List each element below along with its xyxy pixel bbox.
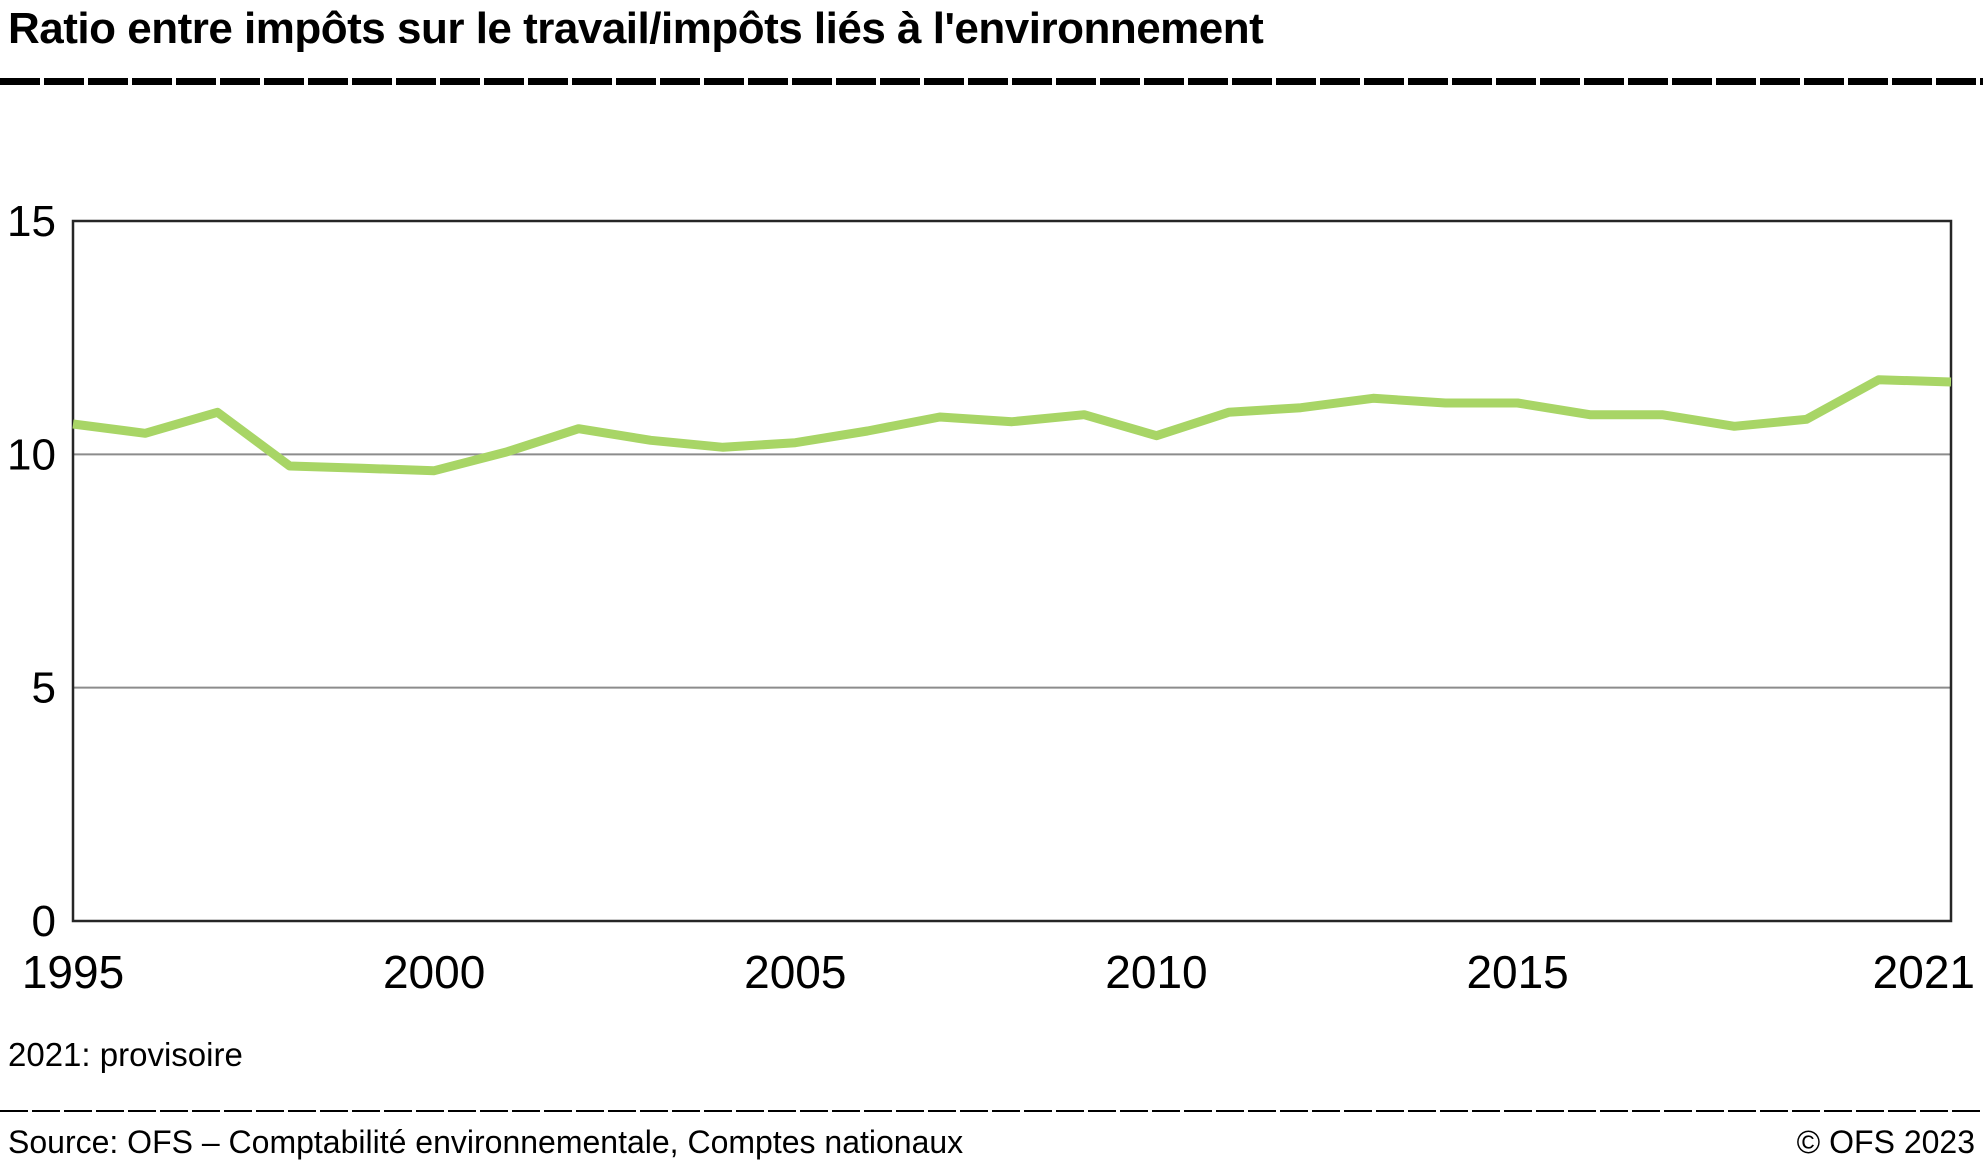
x-tick-label: 2000 <box>383 946 485 998</box>
chart-canvas: 0 5 10 15 1995 2000 2005 2010 2015 2021 <box>7 197 1975 998</box>
page-title: Ratio entre impôts sur le travail/impôts… <box>8 4 1264 53</box>
line-chart: 0 5 10 15 1995 2000 2005 2010 2015 2021 <box>0 150 1983 1030</box>
copyright-text: © OFS 2023 <box>1796 1124 1975 1160</box>
title-divider <box>0 78 1983 85</box>
x-tick-label: 2005 <box>744 946 846 998</box>
x-tick-label: 2021 <box>1873 946 1975 998</box>
y-tick-label: 5 <box>32 664 56 713</box>
x-tick-label: 2015 <box>1466 946 1568 998</box>
ratio-line <box>72 375 1952 476</box>
y-tick-label: 10 <box>7 430 56 479</box>
x-tick-label: 2010 <box>1105 946 1207 998</box>
x-tick-label: 1995 <box>22 946 124 998</box>
source-text: Source: OFS – Comptabilité environnement… <box>8 1124 964 1160</box>
footer: Source: OFS – Comptabilité environnement… <box>8 1124 1975 1161</box>
plot-border <box>71 219 1953 923</box>
chart-footnote: 2021: provisoire <box>8 1036 243 1073</box>
y-tick-label: 15 <box>7 197 56 246</box>
y-tick-label: 0 <box>32 897 56 946</box>
footer-divider <box>0 1110 1983 1112</box>
